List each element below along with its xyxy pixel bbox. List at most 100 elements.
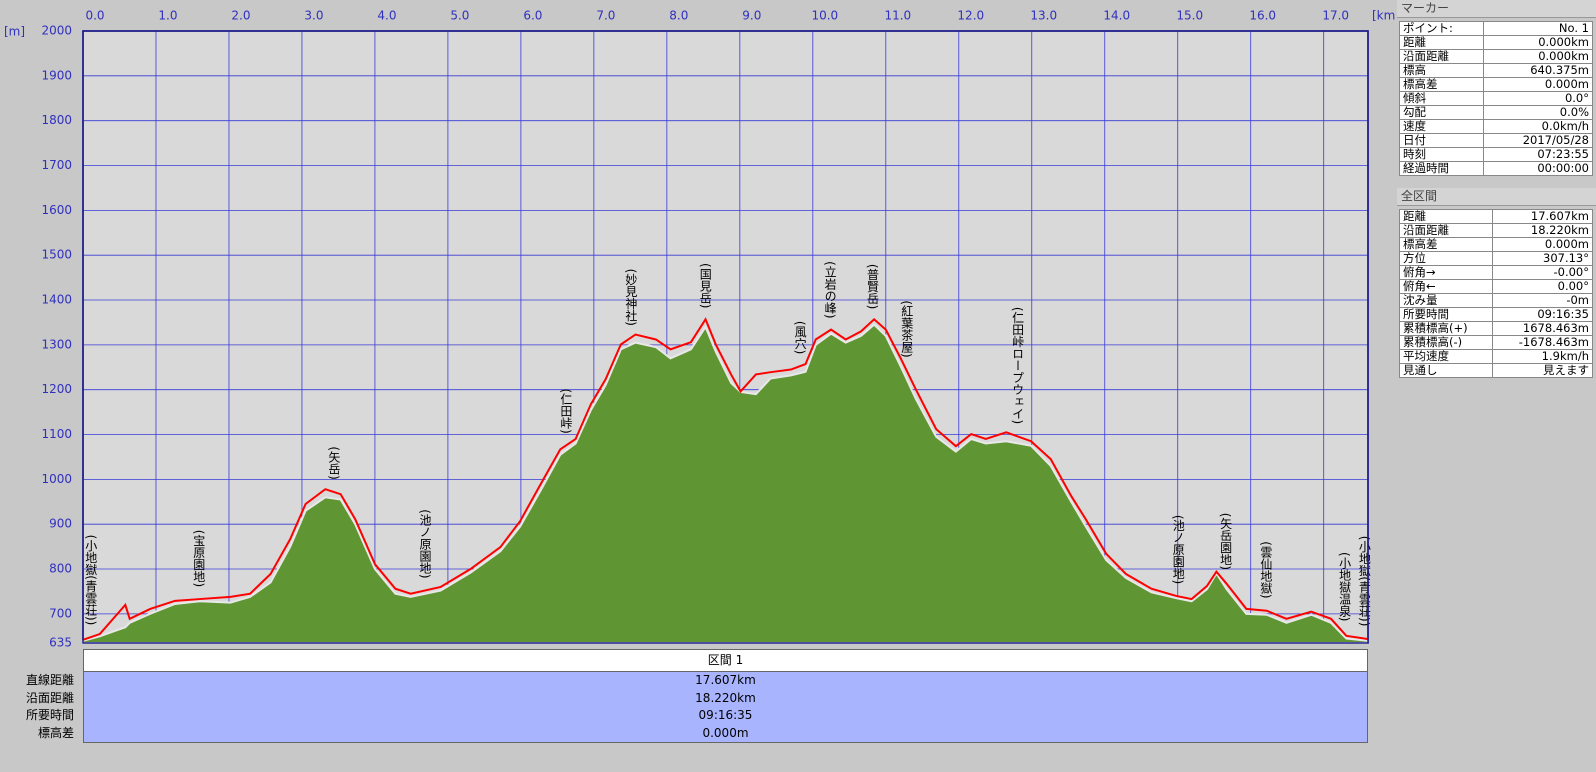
y-tick-label: 1100 bbox=[41, 427, 72, 441]
row-value: 09:16:35 bbox=[1491, 307, 1594, 322]
row-label: 沿面距離 bbox=[1398, 49, 1485, 64]
table-row: 標高差 0.000m bbox=[1399, 237, 1594, 252]
section-row: 標高差 0.000m bbox=[38, 725, 1367, 743]
x-tick-label: 1.0 bbox=[158, 9, 177, 23]
row-value: 0.000m bbox=[1491, 237, 1594, 252]
waypoint-label: (矢岳園地) bbox=[1219, 513, 1233, 570]
row-value: 見えます bbox=[1491, 363, 1594, 378]
x-tick-label: 7.0 bbox=[596, 9, 615, 23]
y-tick-label: 1900 bbox=[41, 68, 72, 82]
row-label: 累積標高(-) bbox=[1399, 335, 1493, 350]
row-label: 方位 bbox=[1399, 251, 1493, 266]
y-axis-unit: [m] bbox=[4, 25, 25, 39]
table-row: 日付 2017/05/28 bbox=[1398, 133, 1593, 148]
row-value: 640.375m bbox=[1483, 63, 1593, 78]
row-label: 平均速度 bbox=[1399, 349, 1493, 364]
row-label: 速度 bbox=[1398, 119, 1485, 134]
elevation-chart: [m] [km] 0.0 1.0 2.0 3.0 4.0 5.0 6.0 7.0 8.0 9.0 1… bbox=[4, 9, 1396, 649]
y-tick-label: 635 bbox=[49, 636, 72, 649]
x-tick-label: 16.0 bbox=[1249, 9, 1276, 23]
row-label: 経過時間 bbox=[1398, 161, 1485, 176]
row-value: 0.00° bbox=[1491, 279, 1594, 294]
section-label: 沿面距離 bbox=[25, 690, 74, 705]
x-tick-label: 15.0 bbox=[1176, 9, 1203, 23]
total-panel: 全区間 距離 17.607km 沿面距離 18.220km 標高差 0.000m 方位 307… bbox=[1397, 188, 1596, 378]
section-value: 09:16:35 bbox=[698, 708, 753, 722]
x-tick-label: 5.0 bbox=[450, 9, 469, 23]
terrain-area bbox=[82, 323, 1369, 644]
waypoint-label: (雲仙地獄) bbox=[1259, 541, 1273, 598]
y-tick-label: 1500 bbox=[41, 248, 72, 262]
waypoint-label: (風穴) bbox=[793, 321, 807, 354]
table-row: 方位 307.13° bbox=[1399, 251, 1594, 266]
table-row: 俯角← 0.00° bbox=[1399, 279, 1594, 294]
row-label: 見通し bbox=[1399, 363, 1493, 378]
row-value: -0m bbox=[1491, 293, 1594, 308]
row-value: 0.0° bbox=[1483, 91, 1593, 106]
y-tick-label: 2000 bbox=[41, 24, 72, 38]
section-header: 区間 1 bbox=[83, 649, 1368, 672]
y-tick-label: 1000 bbox=[41, 472, 72, 486]
waypoint-label: (立岩の峰) bbox=[823, 261, 837, 318]
row-label: 勾配 bbox=[1398, 105, 1485, 120]
x-tick-label: 4.0 bbox=[377, 9, 396, 23]
table-row: 累積標高(-) -1678.463m bbox=[1399, 335, 1594, 350]
x-tick-label: 17.0 bbox=[1322, 9, 1349, 23]
y-tick-label: 1800 bbox=[41, 113, 72, 127]
plot-border bbox=[82, 30, 1369, 644]
section-body: 直線距離 17.607km 沿面距離 18.220km 所要時間 09:16:35 標高差 0… bbox=[26, 672, 1368, 743]
waypoint-label: (国見岳) bbox=[698, 263, 712, 308]
x-tick-label: 2.0 bbox=[231, 9, 250, 23]
section-value: 0.000m bbox=[702, 725, 749, 740]
table-row: 距離 0.000km bbox=[1398, 35, 1593, 50]
row-value: 0.000m bbox=[1483, 77, 1593, 92]
row-label: 所要時間 bbox=[1399, 307, 1493, 322]
x-tick-label: 6.0 bbox=[523, 9, 542, 23]
table-row: 時刻 07:23:55 bbox=[1398, 147, 1593, 162]
row-value: 00:00:00 bbox=[1483, 161, 1593, 176]
row-label: 標高差 bbox=[1399, 237, 1493, 252]
section-row: 沿面距離 18.220km bbox=[26, 690, 1367, 708]
row-value: -0.00° bbox=[1491, 265, 1594, 280]
row-value: -1678.463m bbox=[1491, 335, 1594, 350]
row-label: ポイント: bbox=[1398, 21, 1485, 36]
waypoint-label: (妙見神社) bbox=[624, 269, 638, 326]
panel-title: マーカー bbox=[1397, 0, 1596, 18]
row-label: 俯角← bbox=[1399, 279, 1493, 294]
waypoint-label: (小地獄(青雲荘)) bbox=[1357, 536, 1371, 627]
section-label: 直線距離 bbox=[25, 673, 74, 687]
row-value: 0.000km bbox=[1483, 35, 1593, 50]
y-tick-label: 1600 bbox=[41, 203, 72, 217]
waypoint-label: (池ノ原園地) bbox=[1171, 515, 1185, 584]
x-tick-label: 11.0 bbox=[884, 9, 911, 23]
x-tick-label: 3.0 bbox=[304, 9, 323, 23]
section-label: 所要時間 bbox=[25, 708, 74, 722]
row-value: 18.220km bbox=[1491, 223, 1594, 238]
total-table: 距離 17.607km 沿面距離 18.220km 標高差 0.000m 方位 307.13°… bbox=[1399, 209, 1594, 378]
y-tick-label: 900 bbox=[49, 517, 72, 531]
x-tick-label: 0.0 bbox=[85, 9, 104, 23]
waypoint-label: (小地獄温泉) bbox=[1338, 552, 1352, 621]
table-row: 沿面距離 18.220km bbox=[1399, 223, 1594, 238]
y-tick-label: 1300 bbox=[41, 337, 72, 351]
row-value: 307.13° bbox=[1491, 251, 1594, 266]
row-label: 時刻 bbox=[1398, 147, 1485, 162]
x-tick-label: 14.0 bbox=[1103, 9, 1130, 23]
table-row: 標高 640.375m bbox=[1398, 63, 1593, 78]
row-label: 距離 bbox=[1399, 209, 1493, 224]
section-row: 所要時間 09:16:35 bbox=[26, 707, 1367, 725]
row-label: 沿面距離 bbox=[1399, 223, 1493, 238]
section-table: 区間 1 直線距離 17.607km 沿面距離 18.220km 所要時間 09:16:3… bbox=[26, 649, 1368, 743]
waypoint-label: (紅葉茶屋) bbox=[900, 300, 914, 357]
row-value: 2017/05/28 bbox=[1483, 133, 1593, 148]
row-value: No. 1 bbox=[1483, 21, 1593, 36]
row-label: 標高差 bbox=[1398, 77, 1485, 92]
section-label: 標高差 bbox=[37, 725, 74, 740]
table-row: 速度 0.0km/h bbox=[1398, 119, 1593, 134]
x-tick-label: 13.0 bbox=[1030, 9, 1057, 23]
section-value: 18.220km bbox=[695, 690, 756, 705]
row-label: 傾斜 bbox=[1398, 91, 1485, 106]
section-row: 直線距離 17.607km bbox=[26, 672, 1367, 690]
row-label: 日付 bbox=[1398, 133, 1485, 148]
row-label: 標高 bbox=[1398, 63, 1485, 78]
